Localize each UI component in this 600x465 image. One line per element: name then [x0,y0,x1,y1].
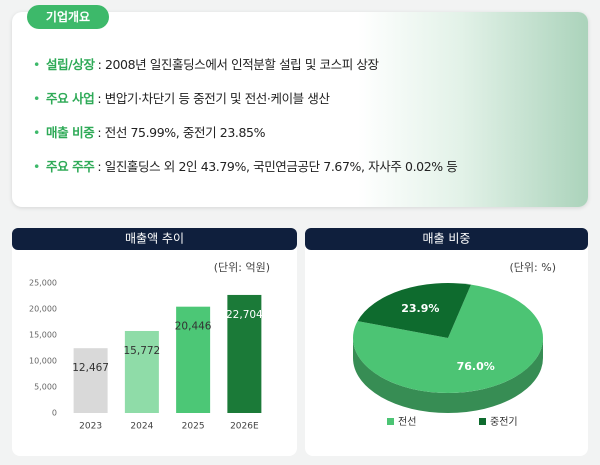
chart-title: 매출 비중 [423,232,471,246]
info-text: : 일진홀딩스 외 2인 43.79%, 국민연금공단 7.67%, 자사주 0… [97,159,458,174]
y-tick-label: 25,000 [29,279,57,288]
slice-top [353,284,544,393]
bullet: • [33,57,40,72]
x-tick-label: 2026E [230,422,259,432]
info-text: : 변압기·차단기 등 중전기 및 전선·케이블 생산 [97,91,330,106]
slice-side [353,338,543,413]
pie-slice [357,283,471,338]
company-card: • 설립/상장: 2008년 일진홀딩스에서 인적분할 설립 및 코스피 상장 • 주… [12,12,588,207]
x-tick-label: 2023 [79,422,102,432]
info-text: : 2008년 일진홀딩스에서 인적분할 설립 및 코스피 상장 [97,57,379,72]
bullet: • [33,159,40,174]
info-row: • 주요 주주: 일진홀딩스 외 2인 43.79%, 국민연금공단 7.67%,… [33,156,458,175]
unit-label: (단위: %) [510,261,556,274]
value-label: 20,446 [175,321,212,333]
value-label: 22,704 [226,309,263,321]
tag: 기업개요 [27,5,109,29]
chart-title: 매출액 추이 [125,232,184,246]
x-tick-label: 2024 [130,422,153,432]
y-tick-label: 15,000 [29,331,57,340]
info-label: 주요 사업 [45,91,95,106]
bar [227,294,262,413]
info-row: • 매출 비중: 전선 75.99%, 중전기 23.85% [33,122,265,141]
legend-label: 전선 [398,416,416,428]
value-label: 76.0% [457,360,495,373]
decor-image [358,12,588,207]
bullet: • [33,91,40,106]
info-label: 설립/상장 [45,57,95,72]
info-row: • 주요 사업: 변압기·차단기 등 중전기 및 전선·케이블 생산 [33,88,330,107]
bar [73,348,108,413]
legend-swatch [387,418,394,425]
slice-top [357,283,471,338]
info-row: • 설립/상장: 2008년 일진홀딩스에서 인적분할 설립 및 코스피 상장 [33,54,379,73]
y-tick-label: 5,000 [34,383,57,392]
legend-swatch [479,418,486,425]
panel-header [305,228,588,250]
x-tick-label: 2025 [182,422,205,432]
info-label: 매출 비중 [45,125,95,140]
unit-label: (단위: 억원) [214,261,270,274]
bar [176,306,211,413]
bullet: • [33,125,40,140]
bar [124,330,159,413]
value-label: 23.9% [401,302,439,315]
legend-label: 중전기 [490,416,518,428]
pie-slice [353,284,544,413]
value-label: 12,467 [72,362,109,374]
value-label: 15,772 [124,345,161,357]
y-tick-label: 0 [52,409,57,418]
info-text: : 전선 75.99%, 중전기 23.85% [97,125,266,140]
y-tick-label: 20,000 [29,305,57,314]
panel-header [12,228,297,250]
y-tick-label: 10,000 [29,357,57,366]
info-label: 주요 주주 [45,159,95,174]
